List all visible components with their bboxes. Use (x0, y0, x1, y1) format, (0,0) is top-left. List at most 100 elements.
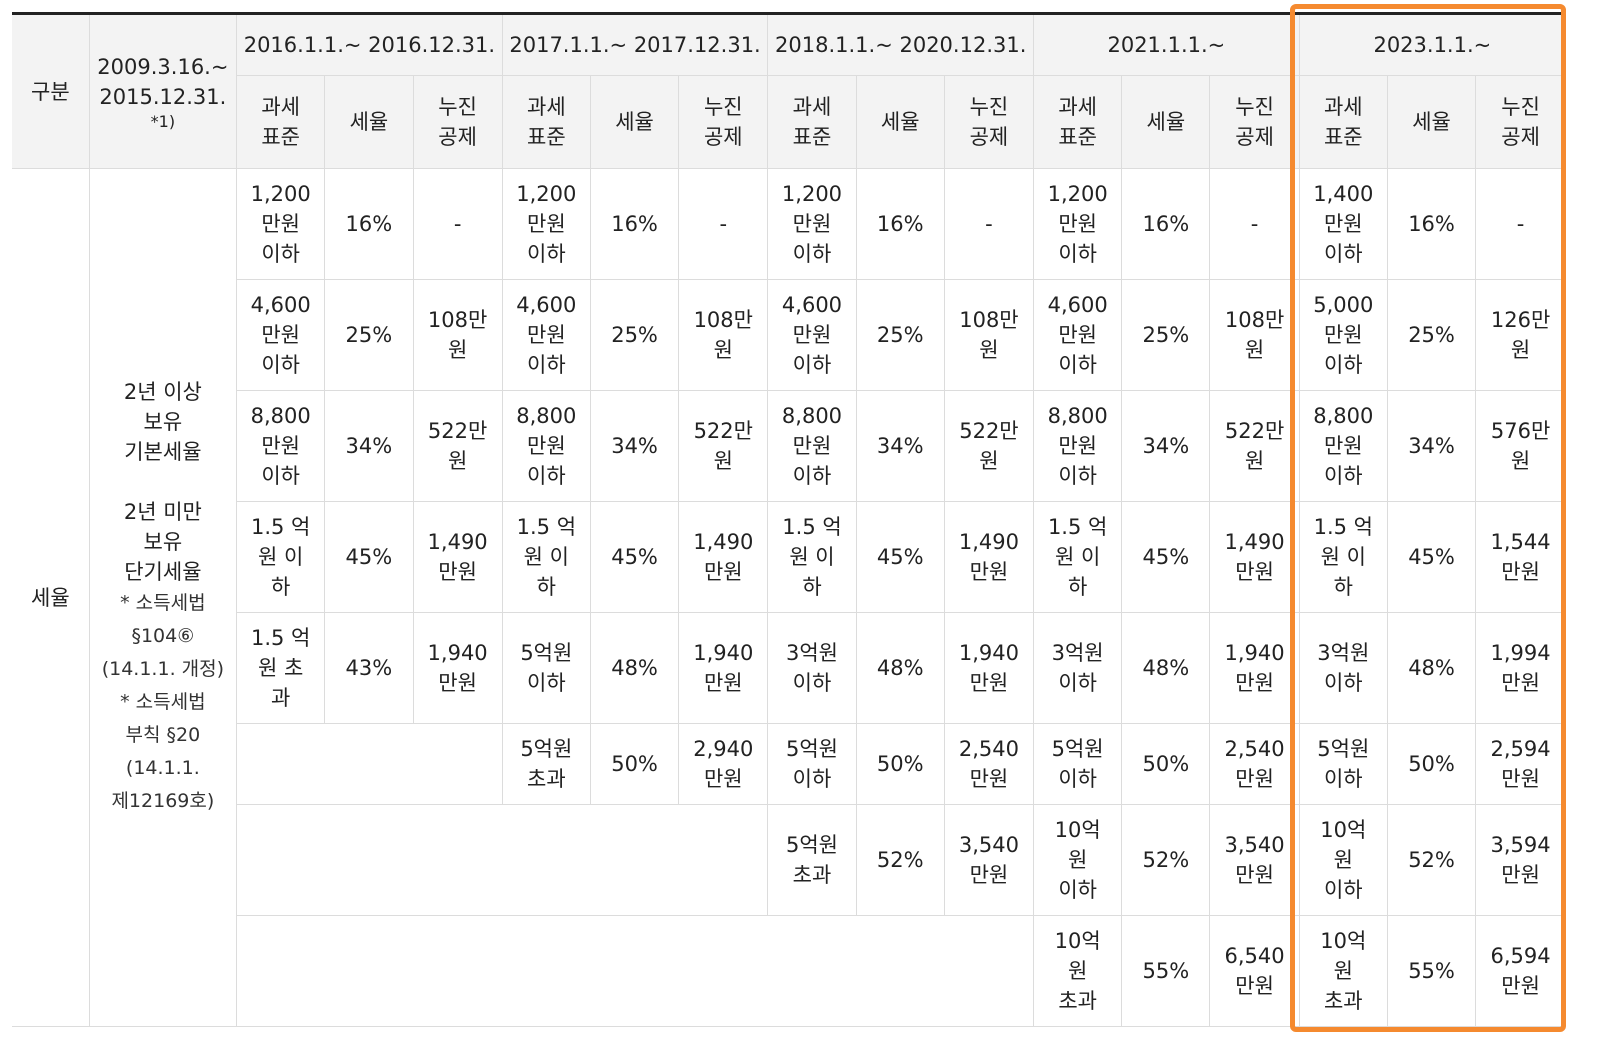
cell-rate: 48% (589, 612, 680, 724)
table-row: 8,800 만원 이하 34% 522만 원 8,800 만원 이하 34% 5… (12, 390, 1565, 502)
cell-tax-base: 1,200 만원 이하 (767, 168, 857, 280)
header-period-2017: 2017.1.1.~ 2017.12.31. (501, 12, 769, 76)
cell-deduction: 1,490 만원 (412, 501, 503, 613)
cell-rate: 25% (324, 279, 414, 391)
cell-tax-base: 5억원 초과 (767, 804, 857, 916)
subheader-rate: 세율 (589, 75, 680, 169)
desc-line: 기본세율 (124, 440, 202, 464)
subheader-deduction: 누진 공제 (678, 75, 769, 169)
cell-tax-base: 1.5 억 원 이 하 (1298, 501, 1388, 613)
subheader-rate: 세율 (324, 75, 414, 169)
desc-note: * 소득세법 (120, 691, 206, 713)
row-category-tax-rate: 세율 (12, 168, 90, 1027)
table-row: 1.5 억 원 이 하 45% 1,490 만원 1.5 억 원 이 하 45%… (12, 501, 1565, 613)
cell-deduction: 522만 원 (412, 390, 503, 502)
subheader-rate: 세율 (855, 75, 945, 169)
cell-deduction: - (412, 168, 503, 280)
cell-rate: 25% (589, 279, 680, 391)
cell-rate: 50% (589, 723, 680, 805)
cell-tax-base: 4,600 만원 이하 (767, 279, 857, 391)
desc-note: §104⑥ (131, 625, 195, 647)
cell-deduction: 6,594 만원 (1475, 915, 1565, 1027)
cell-deduction: 3,594 만원 (1475, 804, 1565, 916)
desc-note: * 소득세법 (120, 592, 206, 614)
cell-deduction: - (943, 168, 1035, 280)
blank-cell (236, 804, 769, 916)
subheader-deduction: 누진 공제 (943, 75, 1035, 169)
desc-note: (14.1.1. (125, 757, 200, 779)
cell-tax-base: 8,800 만원 이하 (767, 390, 857, 502)
cell-tax-base: 3억원 이하 (1033, 612, 1123, 724)
cell-deduction: 1,940 만원 (1209, 612, 1300, 724)
subheader-rate: 세율 (1121, 75, 1211, 169)
cell-tax-base: 8,800 만원 이하 (1298, 390, 1388, 502)
cell-deduction: 1,940 만원 (412, 612, 503, 724)
cell-tax-base: 5,000 만원 이하 (1298, 279, 1388, 391)
cell-tax-base: 1.5 억 원 이 하 (501, 501, 591, 613)
cell-tax-base: 8,800 만원 이하 (236, 390, 326, 502)
cell-deduction: 2,594 만원 (1475, 723, 1565, 805)
cell-deduction: 6,540 만원 (1209, 915, 1300, 1027)
cell-tax-base: 5억원 초과 (501, 723, 591, 805)
cell-deduction: 2,940 만원 (678, 723, 769, 805)
table-row: 4,600 만원 이하 25% 108만 원 4,600 만원 이하 25% 1… (12, 279, 1565, 391)
cell-rate: 25% (855, 279, 945, 391)
cell-rate: 43% (324, 612, 414, 724)
cell-rate: 52% (1386, 804, 1477, 916)
subheader-tax-base: 과세 표준 (501, 75, 591, 169)
subheader-deduction: 누진 공제 (1475, 75, 1565, 169)
header-row-subcolumns: 과세 표준 세율 누진 공제 과세 표준 세율 누진 공제 과세 표준 세율 누… (12, 75, 1565, 169)
cell-rate: 52% (855, 804, 945, 916)
header-category: 구분 (12, 12, 90, 169)
table-row: 5억원 초과 52% 3,540 만원 10억 원 이하 52% 3,540 만… (12, 804, 1565, 916)
header-period-2016: 2016.1.1.~ 2016.12.31. (236, 12, 503, 76)
cell-rate: 25% (1386, 279, 1477, 391)
cell-deduction: 522만 원 (943, 390, 1035, 502)
cell-rate: 52% (1121, 804, 1211, 916)
cell-tax-base: 1,400 만원 이하 (1298, 168, 1388, 280)
desc-note: 부칙 §20 (125, 724, 201, 746)
subheader-tax-base: 과세 표준 (1033, 75, 1123, 169)
cell-deduction: 1,544 만원 (1475, 501, 1565, 613)
cell-deduction: - (1209, 168, 1300, 280)
cell-tax-base: 1,200 만원 이하 (236, 168, 326, 280)
period-2009-end: 2015.12.31. (99, 84, 227, 109)
cell-tax-base: 4,600 만원 이하 (236, 279, 326, 391)
header-row-periods: 구분 2009.3.16.~ 2015.12.31. *1) 2016.1.1.… (12, 12, 1565, 169)
cell-deduction: 522만 원 (678, 390, 769, 502)
cell-tax-base: 1.5 억 원 초 과 (236, 612, 326, 724)
cell-deduction: 576만 원 (1475, 390, 1565, 502)
cell-rate: 55% (1121, 915, 1211, 1027)
desc-note: 제12169호) (111, 790, 215, 812)
cell-rate: 34% (324, 390, 414, 502)
cell-rate: 50% (1386, 723, 1477, 805)
cell-tax-base: 1.5 억 원 이 하 (1033, 501, 1123, 613)
cell-rate: 34% (589, 390, 680, 502)
cell-rate: 48% (1386, 612, 1477, 724)
desc-line: 2년 이상 (123, 380, 202, 404)
cell-tax-base: 5억원 이하 (1033, 723, 1123, 805)
cell-rate: 55% (1386, 915, 1477, 1027)
header-period-2021: 2021.1.1.~ (1033, 12, 1300, 76)
income-tax-rate-table: 구분 2009.3.16.~ 2015.12.31. *1) 2016.1.1.… (12, 12, 1565, 1027)
cell-deduction: 108만 원 (1209, 279, 1300, 391)
cell-tax-base: 10억 원 이하 (1033, 804, 1123, 916)
cell-rate: 34% (1386, 390, 1477, 502)
cell-deduction: 2,540 만원 (1209, 723, 1300, 805)
cell-tax-base: 10억 원 초과 (1033, 915, 1123, 1027)
period-2009-start: 2009.3.16.~ (97, 54, 229, 79)
cell-tax-base: 8,800 만원 이하 (501, 390, 591, 502)
cell-tax-base: 5억원 이하 (767, 723, 857, 805)
subheader-tax-base: 과세 표준 (1298, 75, 1388, 169)
cell-rate: 45% (1121, 501, 1211, 613)
rate-description: 2년 이상 보유 기본세율 2년 미만 보유 단기세율 * 소득세법 §104⑥… (88, 168, 238, 1027)
cell-deduction: 1,994 만원 (1475, 612, 1565, 724)
table-row: 세율 2년 이상 보유 기본세율 2년 미만 보유 단기세율 * 소득세법 §1… (12, 168, 1565, 1027)
blank-cell (236, 723, 503, 805)
table-row: 1.5 억 원 초 과 43% 1,940 만원 5억원 이하 48% 1,94… (12, 612, 1565, 724)
cell-tax-base: 1.5 억 원 이 하 (767, 501, 857, 613)
cell-tax-base: 4,600 만원 이하 (1033, 279, 1123, 391)
cell-tax-base: 4,600 만원 이하 (501, 279, 591, 391)
cell-tax-base: 5억원 이하 (1298, 723, 1388, 805)
cell-tax-base: 1.5 억 원 이 하 (236, 501, 326, 613)
